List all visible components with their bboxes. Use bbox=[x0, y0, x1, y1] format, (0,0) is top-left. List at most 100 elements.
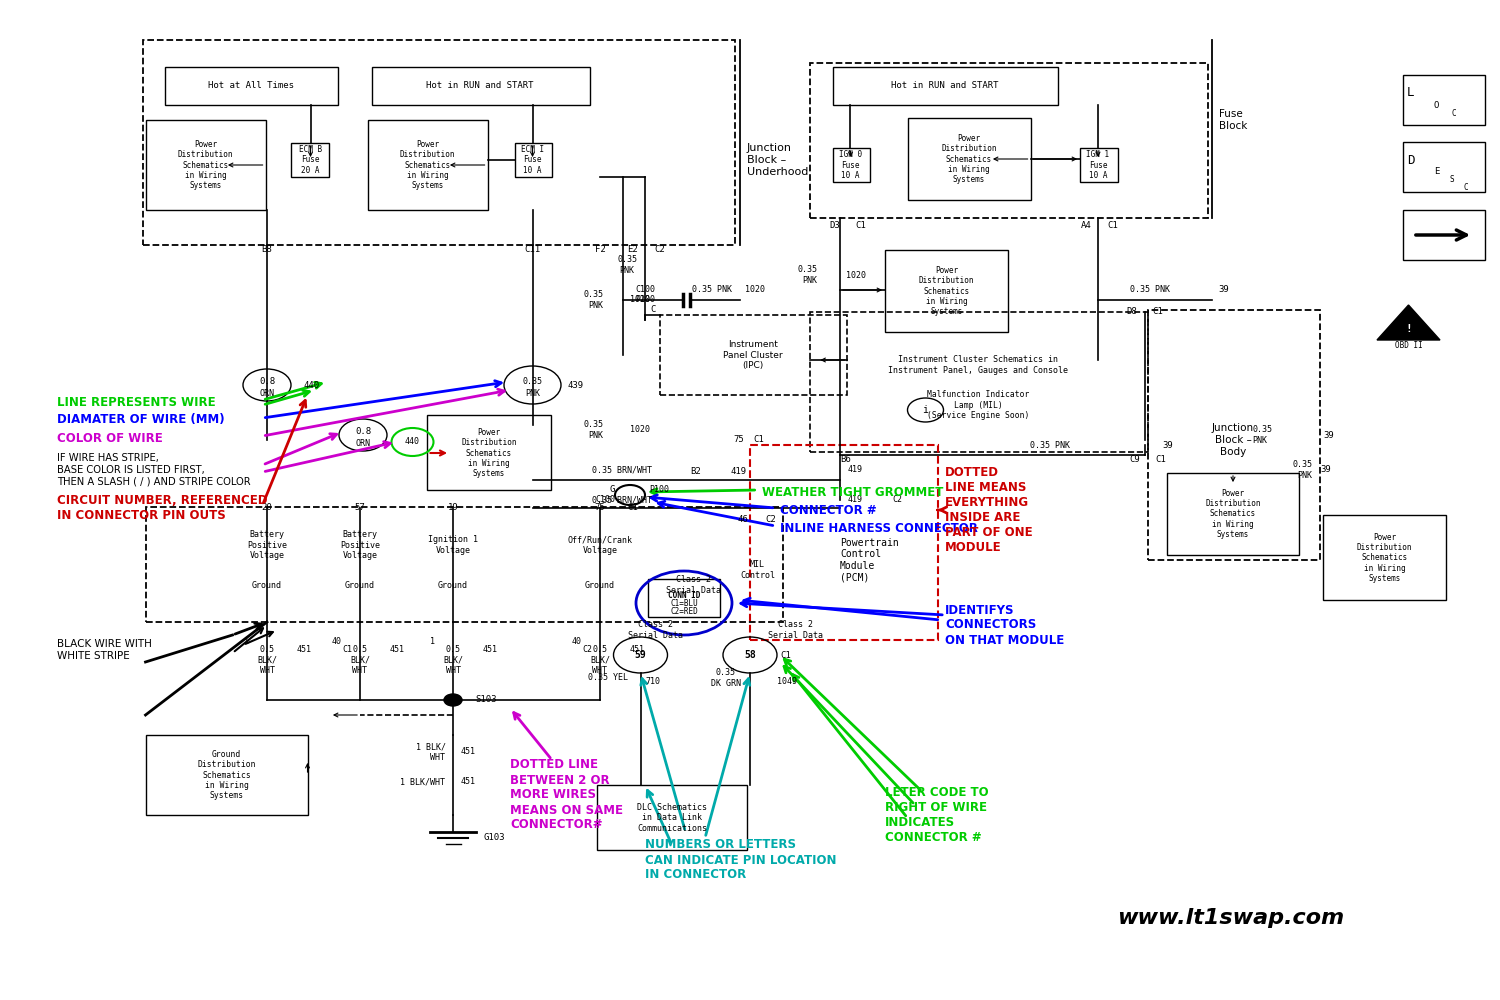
Text: 0.5
BLK/
WHT: 0.5 BLK/ WHT bbox=[442, 645, 464, 675]
Text: 1020: 1020 bbox=[746, 286, 765, 294]
Bar bbox=[142, 40, 735, 245]
Text: Ground: Ground bbox=[585, 580, 615, 589]
Text: 451: 451 bbox=[483, 646, 498, 654]
Text: C1: C1 bbox=[1107, 221, 1118, 230]
Text: 439: 439 bbox=[567, 380, 584, 389]
Text: Ground: Ground bbox=[345, 580, 375, 589]
Text: 39: 39 bbox=[1218, 286, 1228, 294]
Text: 0.35 BRN/WHT: 0.35 BRN/WHT bbox=[592, 466, 652, 475]
Bar bbox=[833, 148, 870, 182]
Text: C1: C1 bbox=[753, 436, 764, 444]
Text: 0.35 BRN/WHT: 0.35 BRN/WHT bbox=[592, 495, 652, 504]
Bar bbox=[372, 67, 590, 105]
Text: 19: 19 bbox=[447, 504, 459, 512]
Bar bbox=[1402, 142, 1485, 192]
Bar bbox=[368, 120, 488, 210]
Text: C100: C100 bbox=[596, 495, 615, 504]
Text: IF WIRE HAS STRIPE,
BASE COLOR IS LISTED FIRST,
THEN A SLASH ( / ) AND STRIPE CO: IF WIRE HAS STRIPE, BASE COLOR IS LISTED… bbox=[57, 453, 250, 487]
Bar bbox=[291, 143, 328, 177]
Bar bbox=[810, 63, 1208, 218]
Bar bbox=[810, 312, 1148, 452]
Text: Instrument Cluster Schematics in
Instrument Panel, Gauges and Console: Instrument Cluster Schematics in Instrum… bbox=[888, 355, 1068, 375]
Text: S: S bbox=[1449, 176, 1454, 184]
Text: Malfunction Indicator
Lamp (MIL)
(Service Engine Soon): Malfunction Indicator Lamp (MIL) (Servic… bbox=[927, 390, 1029, 420]
Text: C1: C1 bbox=[1152, 308, 1162, 316]
Text: 0.8: 0.8 bbox=[260, 377, 274, 386]
Text: O: O bbox=[1434, 101, 1440, 109]
Text: C11: C11 bbox=[525, 245, 540, 254]
Text: G: G bbox=[609, 486, 615, 494]
Bar bbox=[885, 250, 1008, 332]
Text: C1: C1 bbox=[780, 650, 790, 660]
Text: 0.35 PNK: 0.35 PNK bbox=[1131, 286, 1170, 294]
Text: D3: D3 bbox=[830, 221, 840, 230]
Text: D8: D8 bbox=[1126, 308, 1137, 316]
Text: Power
Distribution
Schematics
in Wiring
Systems: Power Distribution Schematics in Wiring … bbox=[178, 140, 234, 190]
Text: 46: 46 bbox=[736, 516, 748, 524]
Text: Power
Distribution
Schematics
in Wiring
Systems: Power Distribution Schematics in Wiring … bbox=[462, 428, 516, 478]
Text: 451: 451 bbox=[460, 748, 476, 756]
Text: IGN 1
Fuse
10 A: IGN 1 Fuse 10 A bbox=[1086, 150, 1110, 180]
Bar bbox=[1167, 473, 1299, 555]
Text: Class 2
Serial Data: Class 2 Serial Data bbox=[666, 575, 720, 595]
Text: DOTTED
LINE MEANS
EVERYTHING
INSIDE ARE
PART OF ONE
MODULE: DOTTED LINE MEANS EVERYTHING INSIDE ARE … bbox=[945, 466, 1032, 554]
Text: LINE REPRESENTS WIRE: LINE REPRESENTS WIRE bbox=[57, 395, 216, 408]
Bar bbox=[146, 507, 783, 622]
Text: 1: 1 bbox=[430, 638, 435, 647]
Text: E: E bbox=[1434, 167, 1440, 176]
Text: B6: B6 bbox=[840, 456, 850, 464]
Text: C1: C1 bbox=[1155, 456, 1166, 464]
Text: 440: 440 bbox=[303, 380, 320, 389]
Text: C2: C2 bbox=[654, 245, 666, 254]
Text: !: ! bbox=[1406, 324, 1411, 334]
Text: COLOR OF WIRE: COLOR OF WIRE bbox=[57, 432, 162, 444]
Text: 451: 451 bbox=[297, 646, 312, 654]
Text: IGN 0
Fuse
10 A: IGN 0 Fuse 10 A bbox=[839, 150, 862, 180]
Text: 0.35
PNK: 0.35 PNK bbox=[584, 420, 603, 440]
Text: 0.35 PNK: 0.35 PNK bbox=[693, 286, 732, 294]
Text: L: L bbox=[1407, 87, 1414, 100]
Text: Powertrain
Control
Module
(PCM): Powertrain Control Module (PCM) bbox=[840, 538, 898, 582]
Text: www.lt1swap.com: www.lt1swap.com bbox=[1118, 908, 1344, 928]
Text: Ground: Ground bbox=[438, 580, 468, 589]
Text: 419: 419 bbox=[847, 466, 862, 475]
Text: C: C bbox=[1464, 184, 1468, 192]
Circle shape bbox=[444, 694, 462, 706]
Text: ORN: ORN bbox=[260, 388, 274, 397]
Text: 40: 40 bbox=[572, 638, 582, 647]
Text: Hot in RUN and START: Hot in RUN and START bbox=[891, 82, 999, 91]
Text: Battery
Positive
Voltage: Battery Positive Voltage bbox=[340, 530, 380, 560]
Text: 40: 40 bbox=[332, 638, 342, 647]
Text: OBD II: OBD II bbox=[1395, 340, 1422, 350]
Text: 451: 451 bbox=[390, 646, 405, 654]
Text: MIL
Control: MIL Control bbox=[740, 560, 776, 580]
Bar bbox=[1148, 310, 1320, 560]
Text: C2: C2 bbox=[892, 495, 903, 504]
Text: C2=RED: C2=RED bbox=[670, 606, 698, 615]
Text: 1020: 1020 bbox=[630, 296, 650, 304]
Text: i: i bbox=[922, 405, 928, 415]
Text: INLINE HARNESS CONNECTOR: INLINE HARNESS CONNECTOR bbox=[780, 522, 978, 534]
Text: 39: 39 bbox=[1323, 430, 1334, 440]
Text: Class 2
Serial Data: Class 2 Serial Data bbox=[768, 620, 822, 640]
Bar bbox=[146, 735, 308, 815]
Text: Power
Distribution
Schematics
in Wiring
Systems: Power Distribution Schematics in Wiring … bbox=[942, 134, 996, 184]
Bar bbox=[1080, 148, 1118, 182]
Bar bbox=[660, 315, 847, 395]
Text: F2: F2 bbox=[594, 245, 606, 254]
Text: G103: G103 bbox=[483, 834, 504, 842]
Text: S103: S103 bbox=[476, 696, 496, 704]
Text: CIRCUIT NUMBER, REFERENCED
IN CONNECTOR PIN OUTS: CIRCUIT NUMBER, REFERENCED IN CONNECTOR … bbox=[57, 494, 267, 522]
Text: Ground
Distribution
Schematics
in Wiring
Systems: Ground Distribution Schematics in Wiring… bbox=[198, 750, 255, 800]
Text: C2: C2 bbox=[765, 516, 776, 524]
Bar bbox=[833, 67, 1058, 105]
Text: CONNECTOR #: CONNECTOR # bbox=[780, 504, 876, 516]
Text: Off/Run/Crank
Voltage: Off/Run/Crank Voltage bbox=[567, 535, 633, 555]
Text: WEATHER TIGHT GROMMET: WEATHER TIGHT GROMMET bbox=[762, 486, 944, 498]
Bar bbox=[165, 67, 338, 105]
Text: 1: 1 bbox=[244, 638, 249, 647]
Text: DIAMATER OF WIRE (MM): DIAMATER OF WIRE (MM) bbox=[57, 414, 225, 426]
Text: C9: C9 bbox=[1130, 456, 1140, 464]
Text: ECM I
Fuse
10 A: ECM I Fuse 10 A bbox=[520, 145, 544, 175]
Text: 419: 419 bbox=[730, 468, 747, 477]
